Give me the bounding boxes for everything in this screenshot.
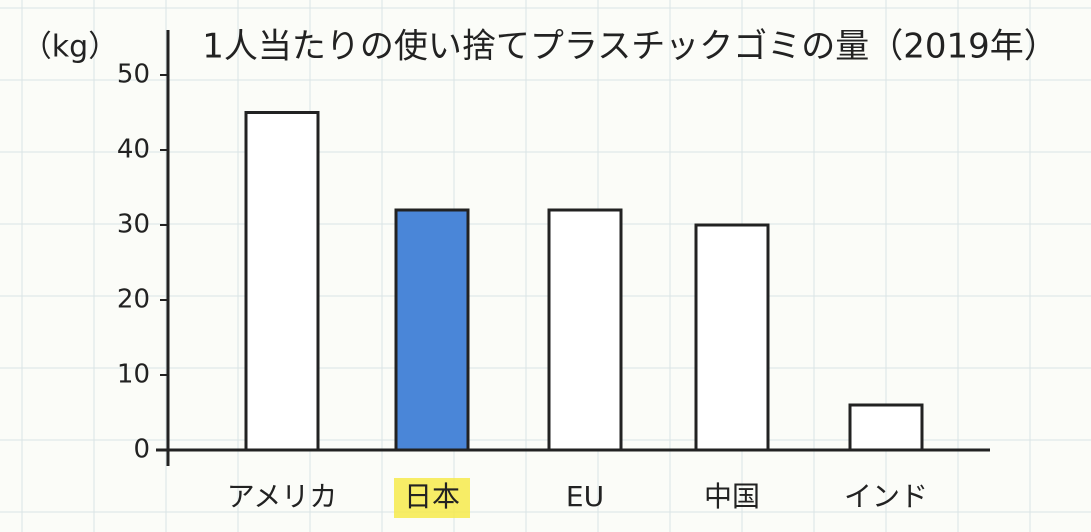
y-tick-label: 20 [117, 285, 150, 315]
x-tick-label: EU [566, 480, 604, 513]
chart-title: 1人当たりの使い捨てプラスチックゴミの量（2019年） [202, 27, 1057, 67]
bar [694, 223, 770, 452]
x-tick-label: 中国 [704, 480, 760, 513]
bar [244, 111, 320, 452]
bar [394, 208, 470, 452]
x-tick-label: アメリカ [227, 480, 338, 513]
x-tick-label: 日本 [404, 480, 460, 513]
y-tick-label: 40 [117, 135, 150, 165]
y-tick-label: 30 [117, 210, 150, 240]
y-tick-label: 10 [117, 360, 150, 390]
label-highlight [394, 478, 470, 518]
bar [547, 208, 623, 452]
bar [848, 403, 924, 452]
y-tick-label: 50 [117, 60, 150, 90]
y-axis-label: （kg） [22, 30, 118, 65]
y-tick-label: 0 [133, 435, 150, 465]
x-tick-label: インド [844, 480, 928, 513]
